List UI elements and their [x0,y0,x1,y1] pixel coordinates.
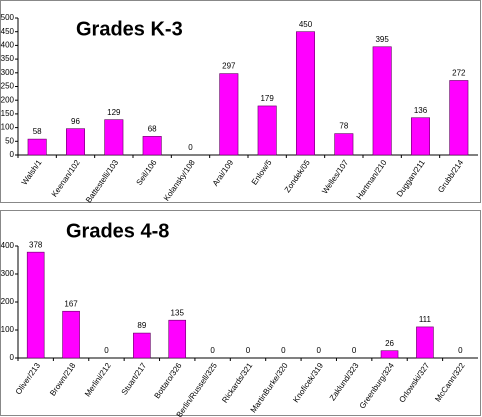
value-label: 68 [148,124,157,133]
value-label: 450 [299,20,313,29]
value-label: 96 [71,117,80,126]
value-label: 297 [222,62,236,71]
value-label: 136 [414,106,428,115]
value-label: 0 [104,346,109,355]
y-tick-label: 150 [1,109,15,118]
bar [168,319,187,359]
y-tick-label: 250 [1,82,15,91]
value-label: 78 [339,122,348,131]
bar [372,46,392,156]
value-label: 0 [458,346,463,355]
value-label: 26 [385,339,394,348]
bar [133,332,151,359]
y-tick-label: 450 [1,27,15,36]
value-label: 58 [33,127,42,136]
y-tick-label: 350 [1,54,15,63]
value-label: 0 [317,346,322,355]
y-tick-label: 0 [10,150,15,159]
bar [66,128,86,156]
bar [219,73,239,156]
y-tick-label: 400 [1,241,15,250]
bar [295,31,315,156]
value-label: 129 [107,108,121,117]
y-tick-label: 300 [1,68,15,77]
value-label: 179 [260,94,274,103]
chart-frame [0,210,481,416]
y-tick-label: 200 [1,95,15,104]
value-label: 0 [188,143,193,152]
value-label: 111 [419,315,432,324]
chart-frame [0,0,481,203]
bar [334,133,354,156]
y-tick-label: 0 [10,353,15,362]
y-tick-label: 400 [1,41,15,50]
value-label: 395 [375,35,389,44]
y-tick-label: 100 [1,325,15,334]
value-label: 167 [64,299,78,308]
bar [27,138,47,156]
bar [26,251,45,359]
value-label: 0 [246,346,251,355]
value-label: 89 [137,321,146,330]
bar [380,350,399,359]
bar [142,136,162,156]
y-tick-label: 200 [1,297,15,306]
chart-title: Grades K-3 [76,18,183,40]
y-tick-label: 300 [1,269,15,278]
bar [257,105,277,156]
bar [416,326,434,359]
y-tick-label: 50 [5,136,14,145]
bar [104,119,124,156]
bar [410,117,430,156]
chart-title: Grades 4-8 [66,220,169,242]
value-label: 0 [281,346,286,355]
value-label: 378 [29,240,43,249]
value-label: 135 [171,308,185,317]
value-label: 0 [210,346,215,355]
value-label: 272 [452,69,466,78]
y-tick-label: 100 [1,123,15,132]
bar [62,310,80,359]
bar [449,80,469,156]
value-label: 0 [352,346,357,355]
y-tick-label: 500 [1,13,15,22]
